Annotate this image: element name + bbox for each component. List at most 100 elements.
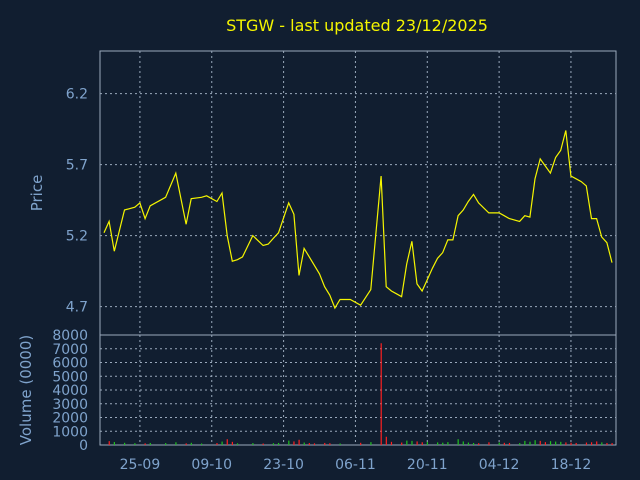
price-tick-label: 4.7: [66, 300, 88, 316]
price-y-ticks: 6.2 5.7 5.2 4.7: [66, 87, 88, 316]
x-tick-label: 23-10: [263, 457, 304, 473]
volume-bar: [272, 443, 275, 445]
volume-bar: [370, 442, 372, 445]
volume-bar: [534, 440, 536, 445]
volume-bar: [524, 440, 526, 445]
volume-bar: [113, 441, 115, 445]
volume-tick-label: 5000: [52, 369, 88, 385]
volume-bar: [488, 442, 490, 445]
chart-title: STGW - last updated 23/12/2025: [226, 16, 488, 35]
volume-bar: [226, 439, 228, 445]
volume-bar: [539, 440, 541, 445]
volume-bar: [134, 443, 136, 445]
volume-bar: [144, 443, 146, 445]
volume-bar: [149, 442, 151, 445]
x-tick-label: 04-12: [479, 457, 520, 473]
volume-bar: [231, 441, 233, 445]
volume-bar: [442, 442, 444, 445]
x-tick-label: 06-11: [335, 457, 376, 473]
volume-bars: [108, 343, 613, 445]
volume-bar: [590, 442, 593, 445]
volume-bar: [262, 443, 264, 445]
volume-grid: [100, 335, 616, 445]
volume-bar: [447, 442, 449, 445]
x-tick-label: 18-12: [551, 457, 592, 473]
volume-bar: [303, 442, 305, 445]
volume-bar: [544, 442, 546, 445]
volume-bar: [606, 442, 608, 445]
volume-bar: [467, 442, 470, 445]
price-series-line: [103, 130, 613, 310]
volume-bar: [555, 441, 557, 445]
volume-bar: [437, 442, 439, 445]
volume-tick-label: 8000: [52, 328, 88, 344]
price-tick-label: 6.2: [66, 87, 88, 103]
volume-bar: [200, 443, 203, 445]
volume-bar: [324, 442, 326, 445]
volume-bar: [277, 442, 280, 445]
price-tick-label: 5.2: [66, 229, 88, 245]
volume-bar: [313, 443, 316, 445]
volume-bar: [601, 442, 603, 445]
volume-tick-label: 2000: [52, 411, 88, 427]
volume-tick-label: 4000: [52, 383, 88, 399]
price-tick-label: 5.7: [66, 158, 88, 174]
volume-bar: [411, 440, 413, 445]
volume-bar: [565, 442, 567, 445]
volume-bar: [293, 441, 295, 445]
volume-bar: [108, 441, 110, 445]
volume-bar: [236, 443, 239, 445]
volume-bar: [478, 443, 480, 445]
volume-bar: [380, 343, 382, 445]
volume-bar: [308, 443, 310, 445]
price-panel: 6.2 5.7 5.2 4.7 Price: [28, 50, 617, 336]
x-axis-ticks: 25-09 09-10 23-10 06-11 20-11 04-12 18-12: [120, 457, 592, 473]
volume-tick-label: 7000: [52, 342, 88, 358]
price-plot-area: [99, 50, 617, 336]
x-tick-label: 09-10: [191, 457, 232, 473]
volume-bar: [416, 441, 418, 445]
volume-bar: [585, 442, 588, 445]
volume-bar: [329, 443, 331, 445]
volume-bar: [529, 441, 531, 445]
volume-tick-label: 3000: [52, 397, 88, 413]
volume-bar: [360, 442, 362, 445]
volume-tick-label: 0: [79, 438, 88, 454]
volume-bar: [570, 442, 572, 445]
volume-bar: [221, 441, 223, 445]
volume-bar: [575, 442, 577, 445]
price-grid: [100, 51, 616, 335]
volume-bar: [549, 441, 552, 445]
volume-bar: [508, 442, 511, 445]
volume-bar: [406, 440, 408, 445]
volume-bar: [185, 443, 187, 445]
volume-bar: [611, 443, 613, 445]
volume-bar: [216, 443, 218, 445]
volume-bar: [519, 443, 521, 445]
volume-bar: [252, 443, 254, 445]
volume-axis-label: Volume (0000): [17, 335, 35, 445]
volume-bar: [472, 442, 475, 445]
volume-bar: [288, 440, 290, 445]
price-axis-label: Price: [28, 175, 46, 212]
volume-bar: [190, 442, 192, 445]
volume-bar: [385, 436, 387, 445]
volume-plot-area: [99, 334, 617, 446]
volume-bar: [462, 441, 464, 445]
volume-bar: [401, 442, 403, 445]
volume-bar: [426, 441, 428, 445]
volume-bar: [596, 441, 598, 445]
volume-bar: [124, 442, 126, 445]
volume-bar: [339, 443, 341, 445]
volume-bar: [503, 442, 505, 445]
volume-bar: [498, 442, 500, 445]
volume-bar: [390, 441, 393, 445]
volume-bar: [421, 442, 423, 445]
volume-bar: [165, 443, 167, 445]
volume-tick-label: 1000: [52, 424, 88, 440]
volume-bar: [298, 439, 300, 445]
